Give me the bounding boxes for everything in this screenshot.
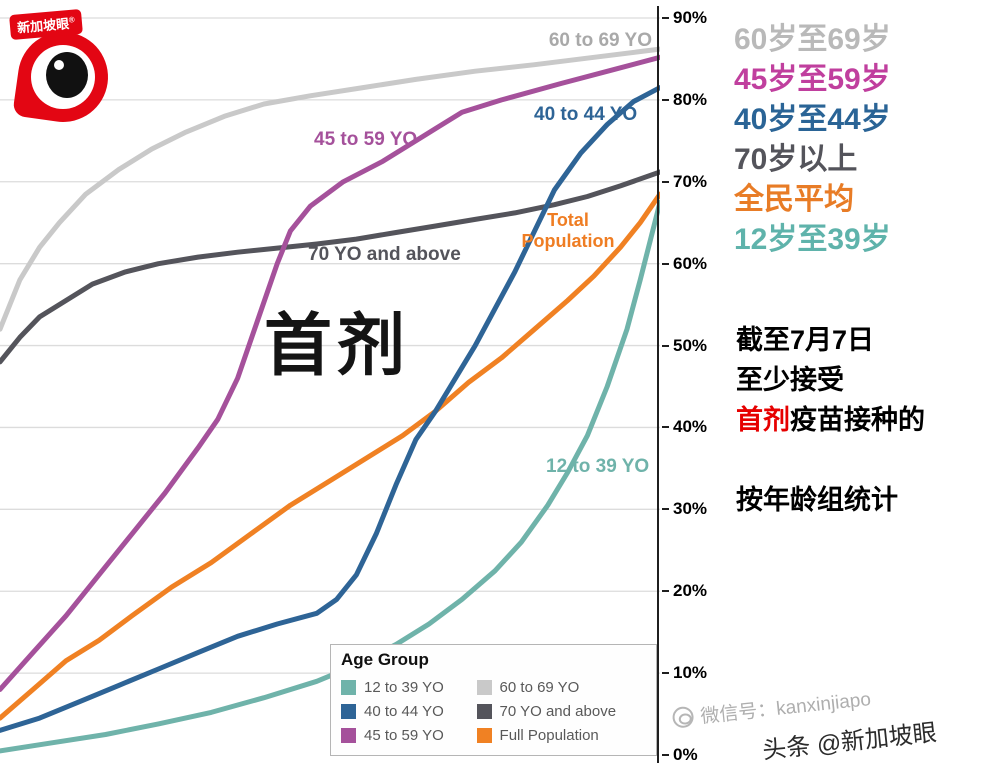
legend-item-full-population: Full Population — [476, 723, 646, 747]
legend-item-40-to-44-yo: 40 to 44 YO — [341, 699, 477, 723]
y-axis-label-30: 30% — [662, 498, 707, 520]
brand-logo: 新加坡眼® — [9, 8, 116, 136]
brand-name: 新加坡眼 — [16, 16, 70, 36]
y-axis-label-20: 20% — [662, 580, 707, 602]
y-axis-line — [657, 6, 659, 763]
legend-swatch — [476, 703, 492, 719]
legend-swatch — [476, 727, 492, 743]
chart-legend: Age Group 12 to 39 YO 40 to 44 YO 45 to 59… — [330, 644, 657, 756]
legend-label: 60 to 69 YO — [499, 678, 580, 696]
watermark: 微信号：kanxinjiapo 头条 @新加坡眼 — [671, 671, 993, 769]
age-label: 60岁至69岁 — [734, 23, 891, 56]
caption-line-date: 截至7月7日 — [736, 325, 875, 355]
legend-item-45-to-59-yo: 45 to 59 YO — [341, 723, 477, 747]
legend-item-12-to-39-yo: 12 to 39 YO — [341, 675, 477, 699]
chart-title-first-dose: 首剂 — [264, 308, 411, 384]
legend-title: Age Group — [341, 650, 429, 669]
y-axis-label-80: 80% — [662, 89, 707, 111]
age-label: 全民平均 — [734, 183, 854, 216]
legend-item-60-to-69-yo: 60 to 69 YO — [476, 675, 646, 699]
caption-line-dose-rest: 疫苗接种的 — [790, 405, 925, 435]
caption-highlight-first-dose: 首剂 — [736, 405, 790, 435]
caption-block: 截至7月7日 至少接受 首剂疫苗接种的 按年龄组统计 — [736, 320, 925, 520]
series-label-60-to-69: 60 to 69 YO — [548, 30, 652, 51]
caption-gap — [736, 440, 925, 480]
logo-eye-highlight — [54, 60, 64, 70]
series-label-70-above: 70 YO and above — [308, 244, 461, 265]
y-axis-label-10: 10% — [662, 662, 707, 684]
legend-swatch — [476, 679, 492, 695]
series-line-60-to-69-yo — [0, 46, 660, 332]
caption-line-bygroup: 按年龄组统计 — [736, 485, 898, 515]
legend-label: 70 YO and above — [499, 702, 617, 720]
legend-label: 45 to 59 YO — [364, 726, 444, 744]
y-axis-label-40: 40% — [662, 416, 707, 438]
logo-eye-pupil — [46, 52, 88, 98]
legend-items: 12 to 39 YO 40 to 44 YO 45 to 59 YO 60 to 6… — [341, 675, 646, 747]
y-axis-label-0: 0% — [662, 744, 698, 766]
age-group-label-list: 60岁至69岁 45岁至59岁 40岁至44岁 70岁以上全民平均 12岁至39岁 — [734, 20, 891, 260]
caption-line-dose: 首剂疫苗接种的 — [736, 400, 925, 440]
side-panel: 60岁至69岁 45岁至59岁 40岁至44岁 70岁以上全民平均 12岁至39岁 截至… — [660, 0, 993, 769]
series-label-45-to-59: 45 to 59 YO — [314, 129, 418, 150]
y-axis-label-90: 90% — [662, 7, 707, 29]
series-label-40-to-44: 40 to 44 YO — [534, 104, 638, 125]
y-axis-label-60: 60% — [662, 253, 707, 275]
registered-mark: ® — [68, 15, 76, 25]
series-line-40-to-44-yo — [0, 85, 660, 733]
caption-line-atleast: 至少接受 — [736, 365, 844, 395]
series-line-12-to-39-yo — [0, 199, 660, 754]
line-chart — [0, 17, 660, 754]
legend-label: 12 to 39 YO — [364, 678, 444, 696]
series-line-full-population — [0, 191, 660, 721]
legend-swatch — [341, 679, 356, 695]
legend-label: Full Population — [499, 726, 599, 744]
age-label: 40岁至44岁 — [734, 103, 891, 136]
wechat-icon — [671, 705, 695, 729]
series-label-total-population: Total Population — [521, 210, 615, 251]
age-label: 12岁至39岁 — [734, 223, 891, 256]
age-label: 70岁以上 — [734, 143, 858, 176]
y-axis-label-50: 50% — [662, 335, 707, 357]
chart-plot-area: 新加坡眼® 60 to 69 YO 40 to 44 YO 45 to 59 Y… — [0, 8, 660, 756]
legend-swatch — [341, 703, 356, 719]
series-line-45-to-59-yo — [0, 54, 660, 692]
y-axis-label-70: 70% — [662, 171, 707, 193]
legend-item-70-yo-and-above: 70 YO and above — [476, 699, 646, 723]
legend-label: 40 to 44 YO — [364, 702, 444, 720]
legend-swatch — [341, 727, 356, 743]
age-label: 45岁至59岁 — [734, 63, 891, 96]
series-label-12-to-39: 12 to 39 YO — [546, 456, 650, 477]
